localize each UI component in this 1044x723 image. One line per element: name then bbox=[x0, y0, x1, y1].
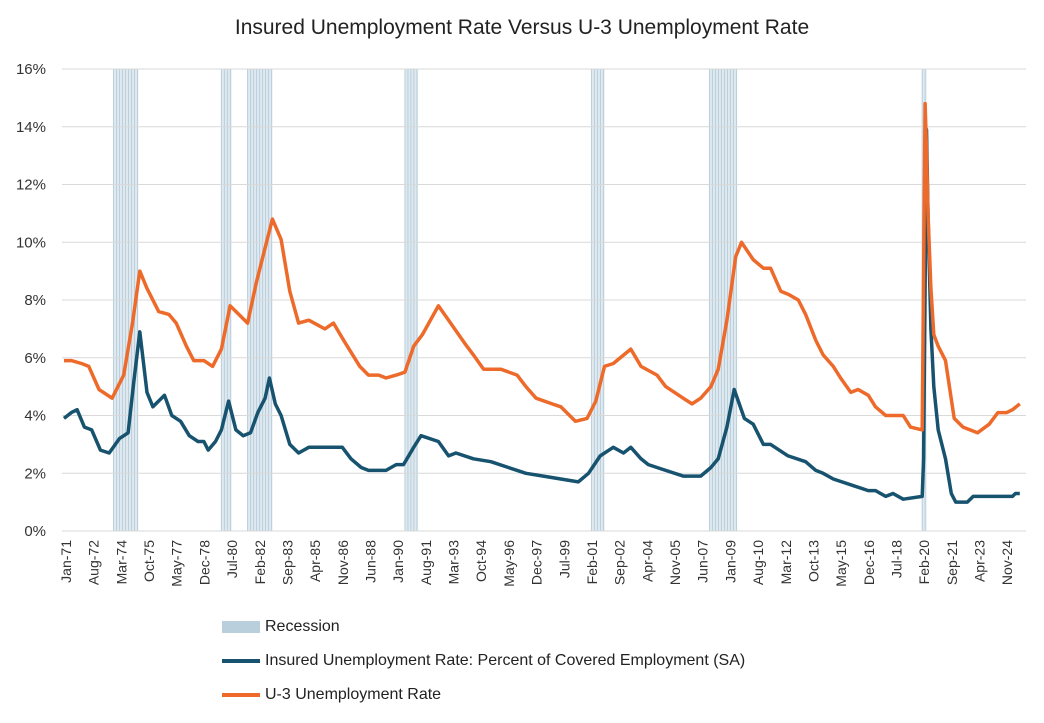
x-tick-label: Jun-88 bbox=[363, 540, 379, 583]
x-tick-label: Feb-20 bbox=[916, 540, 932, 585]
y-tick-label: 12% bbox=[16, 177, 46, 194]
x-tick-label: Sep-21 bbox=[944, 540, 960, 585]
x-tick-label: Nov-05 bbox=[667, 540, 683, 585]
x-tick-label: Mar-74 bbox=[113, 540, 129, 585]
legend-swatch-insured bbox=[222, 659, 260, 663]
y-tick-label: 8% bbox=[24, 292, 46, 309]
legend-swatch-u3 bbox=[222, 693, 260, 697]
legend-item-insured: Insured Unemployment Rate: Percent of Co… bbox=[222, 652, 745, 670]
legend-item-u3: U-3 Unemployment Rate bbox=[222, 686, 441, 704]
x-tick-label: Apr-04 bbox=[639, 540, 655, 582]
x-tick-label: Nov-24 bbox=[999, 540, 1015, 585]
legend-label-recession: Recession bbox=[265, 618, 340, 635]
x-tick-label: May-15 bbox=[833, 540, 849, 587]
x-tick-label: Jul-18 bbox=[888, 540, 904, 578]
x-tick-label: Jul-99 bbox=[556, 540, 572, 578]
x-tick-label: Jan-90 bbox=[390, 540, 406, 583]
x-tick-label: Aug-10 bbox=[750, 540, 766, 585]
chart-title: Insured Unemployment Rate Versus U-3 Une… bbox=[234, 16, 810, 39]
legend-swatch-recession bbox=[222, 621, 260, 633]
y-tick-label: 4% bbox=[24, 408, 46, 425]
x-tick-label: Jan-09 bbox=[722, 540, 738, 583]
x-tick-label: Aug-72 bbox=[86, 540, 102, 585]
x-tick-label: Nov-86 bbox=[335, 540, 351, 585]
x-tick-label: Feb-01 bbox=[584, 540, 600, 585]
x-tick-label: Apr-85 bbox=[307, 540, 323, 582]
x-tick-label: May-77 bbox=[169, 540, 185, 587]
x-tick-label: Sep-83 bbox=[279, 540, 295, 585]
legend-label-u3: U-3 Unemployment Rate bbox=[265, 686, 442, 703]
x-tick-label: Mar-93 bbox=[446, 540, 462, 585]
x-tick-label: Jul-80 bbox=[224, 540, 240, 578]
y-tick-label: 6% bbox=[24, 350, 46, 367]
y-tick-label: 10% bbox=[16, 234, 46, 251]
x-tick-label: Dec-97 bbox=[529, 540, 545, 585]
y-tick-label: 14% bbox=[16, 119, 46, 136]
x-tick-label: Apr-23 bbox=[972, 540, 988, 582]
legend-label-insured: Insured Unemployment Rate: Percent of Co… bbox=[265, 652, 746, 669]
x-tick-label: May-96 bbox=[501, 540, 517, 587]
x-tick-label: Oct-94 bbox=[473, 540, 489, 582]
x-tick-label: Feb-82 bbox=[252, 540, 268, 585]
x-tick-label: Sep-02 bbox=[612, 540, 628, 585]
x-tick-label: Aug-91 bbox=[418, 540, 434, 585]
x-tick-label: Dec-78 bbox=[196, 540, 212, 585]
x-tick-label: Jun-07 bbox=[695, 540, 711, 583]
y-tick-label: 0% bbox=[24, 523, 46, 540]
y-tick-label: 16% bbox=[16, 61, 46, 78]
x-tick-label: Oct-75 bbox=[141, 540, 157, 582]
x-tick-label: Oct-13 bbox=[805, 540, 821, 582]
series-line-u3-unemployment bbox=[64, 101, 1021, 435]
x-tick-label: Jan-71 bbox=[58, 540, 74, 583]
x-tick-label: Mar-12 bbox=[778, 540, 794, 585]
x-tick-label: Dec-16 bbox=[861, 540, 877, 585]
y-tick-label: 2% bbox=[24, 465, 46, 482]
series-line-insured-unemployment bbox=[62, 127, 1020, 504]
legend-item-recession: Recession bbox=[222, 618, 340, 636]
